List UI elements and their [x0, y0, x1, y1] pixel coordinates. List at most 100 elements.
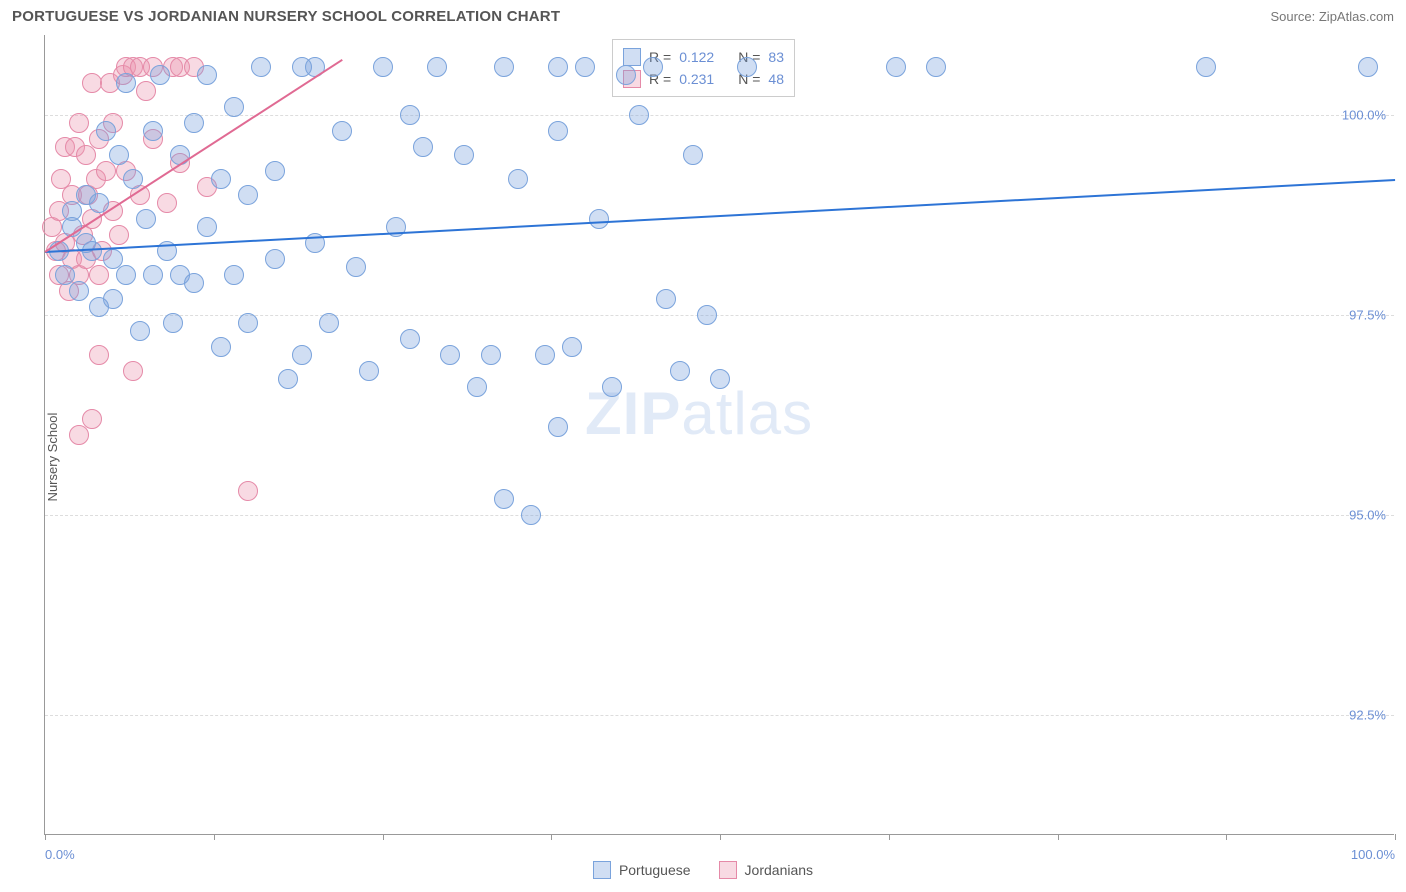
scatter-point-portuguese [886, 57, 906, 77]
y-gridline [45, 515, 1394, 516]
scatter-point-jordanians [109, 225, 129, 245]
scatter-point-portuguese [116, 265, 136, 285]
scatter-point-portuguese [265, 161, 285, 181]
scatter-point-portuguese [548, 417, 568, 437]
scatter-point-portuguese [400, 105, 420, 125]
watermark-atlas: atlas [681, 380, 813, 447]
scatter-point-portuguese [238, 313, 258, 333]
legend-label: Jordanians [745, 862, 814, 878]
bottom-legend: Portuguese Jordanians [0, 861, 1406, 879]
x-tick-label-left: 0.0% [45, 847, 75, 862]
scatter-point-portuguese [211, 169, 231, 189]
scatter-point-portuguese [123, 169, 143, 189]
scatter-point-portuguese [373, 57, 393, 77]
chart-area: Nursery School ZIPatlas R =0.122N =83R =… [0, 29, 1406, 885]
scatter-point-portuguese [508, 169, 528, 189]
scatter-point-jordanians [69, 113, 89, 133]
legend-swatch [623, 48, 641, 66]
scatter-point-portuguese [265, 249, 285, 269]
chart-header: PORTUGUESE VS JORDANIAN NURSERY SCHOOL C… [0, 0, 1406, 29]
scatter-point-portuguese [62, 201, 82, 221]
scatter-point-jordanians [82, 409, 102, 429]
scatter-point-portuguese [346, 257, 366, 277]
stats-legend-box: R =0.122N =83R =0.231N =48 [612, 39, 795, 97]
x-tick [551, 834, 552, 840]
scatter-point-portuguese [143, 265, 163, 285]
y-tick-label: 92.5% [1349, 708, 1386, 723]
scatter-point-portuguese [413, 137, 433, 157]
scatter-point-portuguese [136, 209, 156, 229]
scatter-point-portuguese [143, 121, 163, 141]
scatter-point-portuguese [494, 57, 514, 77]
plot-region: ZIPatlas R =0.122N =83R =0.231N =48 92.5… [44, 35, 1394, 835]
scatter-point-portuguese [184, 113, 204, 133]
scatter-point-portuguese [1358, 57, 1378, 77]
scatter-point-portuguese [562, 337, 582, 357]
y-tick-label: 97.5% [1349, 308, 1386, 323]
scatter-point-portuguese [211, 337, 231, 357]
scatter-point-jordanians [89, 345, 109, 365]
scatter-point-portuguese [710, 369, 730, 389]
legend-swatch [593, 861, 611, 879]
x-tick [383, 834, 384, 840]
scatter-point-portuguese [427, 57, 447, 77]
scatter-point-portuguese [400, 329, 420, 349]
scatter-point-portuguese [467, 377, 487, 397]
stats-n-value: 48 [768, 68, 784, 90]
scatter-point-jordanians [89, 265, 109, 285]
legend-item: Jordanians [719, 861, 814, 879]
scatter-point-portuguese [670, 361, 690, 381]
x-tick [1058, 834, 1059, 840]
chart-title: PORTUGUESE VS JORDANIAN NURSERY SCHOOL C… [12, 8, 560, 25]
scatter-point-jordanians [123, 361, 143, 381]
scatter-point-portuguese [737, 57, 757, 77]
scatter-point-portuguese [130, 321, 150, 341]
stats-n-value: 83 [768, 46, 784, 68]
watermark-zip: ZIP [585, 380, 681, 447]
scatter-point-portuguese [96, 121, 116, 141]
x-tick [1395, 834, 1396, 840]
legend-label: Portuguese [619, 862, 691, 878]
scatter-point-portuguese [494, 489, 514, 509]
scatter-point-portuguese [184, 273, 204, 293]
scatter-point-portuguese [251, 57, 271, 77]
scatter-point-portuguese [150, 65, 170, 85]
y-gridline [45, 715, 1394, 716]
scatter-point-portuguese [481, 345, 501, 365]
scatter-point-portuguese [109, 145, 129, 165]
scatter-point-portuguese [224, 265, 244, 285]
scatter-point-portuguese [116, 73, 136, 93]
scatter-point-portuguese [575, 57, 595, 77]
scatter-point-portuguese [319, 313, 339, 333]
x-tick [45, 834, 46, 840]
x-tick [720, 834, 721, 840]
stats-r-value: 0.231 [679, 68, 714, 90]
stats-r-value: 0.122 [679, 46, 714, 68]
scatter-point-portuguese [359, 361, 379, 381]
scatter-point-portuguese [197, 217, 217, 237]
scatter-point-portuguese [197, 65, 217, 85]
x-tick [1226, 834, 1227, 840]
scatter-point-portuguese [589, 209, 609, 229]
scatter-point-portuguese [697, 305, 717, 325]
x-tick [889, 834, 890, 840]
scatter-point-portuguese [292, 345, 312, 365]
scatter-point-portuguese [332, 121, 352, 141]
scatter-point-portuguese [163, 313, 183, 333]
legend-item: Portuguese [593, 861, 691, 879]
scatter-point-jordanians [69, 425, 89, 445]
scatter-point-portuguese [656, 289, 676, 309]
scatter-point-portuguese [454, 145, 474, 165]
scatter-point-jordanians [76, 145, 96, 165]
x-tick-label-right: 100.0% [1351, 847, 1395, 862]
scatter-point-portuguese [82, 241, 102, 261]
scatter-point-jordanians [238, 481, 258, 501]
scatter-point-portuguese [69, 281, 89, 301]
scatter-point-portuguese [548, 57, 568, 77]
legend-swatch [719, 861, 737, 879]
y-gridline [45, 115, 1394, 116]
scatter-point-portuguese [521, 505, 541, 525]
scatter-point-portuguese [602, 377, 622, 397]
scatter-point-portuguese [103, 289, 123, 309]
scatter-point-jordanians [136, 81, 156, 101]
